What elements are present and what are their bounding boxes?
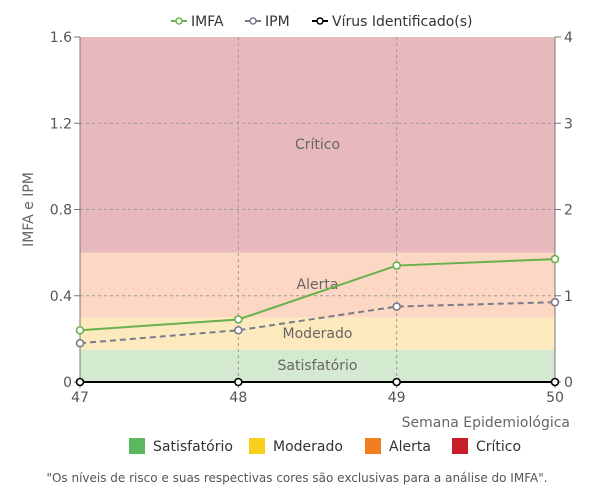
series-line-0: [79, 258, 556, 332]
y2-tick-label: 3: [564, 116, 573, 132]
legend-marker-0: [175, 17, 183, 25]
risk-legend-swatch-1: [249, 438, 265, 454]
risk-legend-label-1: Moderado: [273, 439, 343, 455]
risk-legend-swatch-3: [452, 438, 468, 454]
series-0-point-0: [75, 325, 85, 335]
y-tick-label: 1.2: [50, 116, 72, 132]
y-tick-label: 1.6: [50, 30, 72, 46]
series-0-point-3: [550, 254, 560, 264]
series-1-point-0: [75, 338, 85, 348]
legend-marker-1: [249, 17, 257, 25]
series-2-point-1: [234, 377, 243, 387]
series-0-point-1: [234, 315, 243, 324]
band-label-0: Satisfatório: [278, 358, 358, 374]
legend-label-1: IPM: [265, 14, 290, 30]
risk-band-0: [80, 349, 555, 382]
series-2-point-2: [392, 377, 401, 387]
risk-band-3: [80, 37, 555, 253]
band-label-1: Moderado: [283, 326, 353, 342]
y2-tick-label: 2: [564, 203, 573, 219]
x-tick-label: 50: [546, 390, 564, 406]
series-2-point-3: [550, 377, 560, 387]
series-1-point-1: [234, 325, 243, 335]
y-tick-label: 0.8: [50, 203, 72, 219]
legend-label-0: IMFA: [191, 14, 224, 30]
risk-legend-swatch-2: [365, 438, 381, 454]
series-2-point-0: [75, 377, 85, 387]
y2-tick-label: 4: [564, 30, 573, 46]
risk-band-2: [80, 252, 555, 318]
x-tick-label: 49: [388, 390, 406, 406]
legend-marker-2: [316, 17, 324, 25]
x-axis-title: Semana Epidemiológica: [402, 415, 570, 431]
legend-label-2: Vírus Identificado(s): [332, 14, 473, 30]
y2-tick-label: 1: [564, 289, 573, 305]
risk-legend-swatch-0: [129, 438, 145, 454]
series-0-point-2: [392, 261, 401, 270]
risk-legend-label-2: Alerta: [389, 439, 431, 455]
footnote: "Os níveis de risco e suas respectivas c…: [46, 471, 547, 485]
y-axis-title: IMFA e IPM: [21, 172, 37, 247]
series-1-point-2: [392, 302, 401, 311]
band-label-3: Crítico: [295, 137, 340, 153]
y-tick-label: 0: [63, 375, 72, 391]
risk-legend-label-0: Satisfatório: [153, 439, 233, 455]
y-tick-label: 0.4: [50, 289, 72, 305]
risk-band-1: [80, 317, 555, 350]
band-label-2: Alerta: [297, 277, 339, 293]
risk-legend-label-3: Crítico: [476, 439, 521, 455]
y2-tick-label: 0: [564, 375, 573, 391]
x-tick-label: 47: [71, 390, 89, 406]
x-tick-label: 48: [229, 390, 247, 406]
series-1-point-3: [550, 297, 560, 307]
